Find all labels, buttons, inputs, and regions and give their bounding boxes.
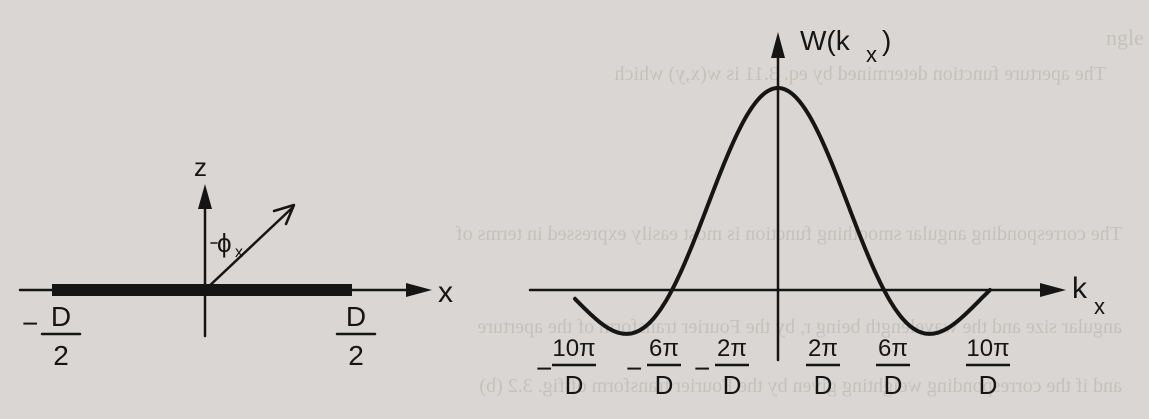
tick-sign: − xyxy=(536,353,552,384)
left-end-label: − D 2 xyxy=(22,301,82,371)
kx-tick-label: −10π D xyxy=(536,335,596,400)
w-axis-arrowhead xyxy=(771,32,785,58)
w-axis-label: W(k x ) xyxy=(800,25,891,67)
kx-tick-label: 2π D xyxy=(806,335,840,400)
sinc-curve xyxy=(573,86,992,336)
bleed-line: ngle xyxy=(1106,25,1144,50)
kx-axis-label: k xyxy=(1072,272,1088,305)
right-end-label: D 2 xyxy=(335,301,377,371)
tick-numerator: 2π xyxy=(808,335,838,362)
left-end-sign: − xyxy=(22,308,38,339)
bleed-line: The aperture function determined by eq. … xyxy=(615,63,1106,85)
w-axis-label-main: W(k xyxy=(800,25,851,56)
tick-numerator: 6π xyxy=(649,335,679,362)
kx-tick-label: −6π D xyxy=(626,335,681,400)
tick-sign: − xyxy=(626,353,642,384)
aperture-bar xyxy=(52,284,352,296)
w-axis-label-subscript: x xyxy=(866,42,877,67)
x-axis-arrowhead xyxy=(406,283,432,297)
angle-label: ϕ xyxy=(217,228,232,258)
kx-axis-arrowhead xyxy=(1040,283,1066,297)
kx-tick-label: 6π D xyxy=(876,335,910,400)
x-axis-label: x xyxy=(438,276,453,309)
ray-arrowhead xyxy=(272,203,296,226)
z-axis-label: z xyxy=(194,152,207,182)
z-axis-arrowhead xyxy=(198,184,212,209)
tick-denominator: D xyxy=(655,370,674,400)
w-axis-label-close: ) xyxy=(882,25,891,56)
kx-tick-label: −2π D xyxy=(694,335,749,400)
tick-denominator: D xyxy=(979,370,998,400)
bleed-line: The corresponding angular smoothing func… xyxy=(456,223,1122,245)
tick-numerator: 10π xyxy=(552,335,595,362)
tick-denominator: D xyxy=(565,370,584,400)
tick-numerator: 6π xyxy=(878,335,908,362)
tick-denominator: D xyxy=(723,370,742,400)
tick-denominator: D xyxy=(814,370,833,400)
bleed-through-text: ngle The aperture function determined by… xyxy=(456,25,1144,397)
tick-numerator: 10π xyxy=(966,335,1009,362)
tick-denominator: D xyxy=(884,370,903,400)
aperture-diagram: x z ϕ x − D 2 D 2 xyxy=(18,152,453,371)
kx-axis-subscript: x xyxy=(1094,294,1105,319)
kx-tick-label: 10π D xyxy=(966,335,1010,400)
right-end-denominator: 2 xyxy=(348,340,364,371)
bleed-line: and if the corresponding weighting given… xyxy=(479,375,1122,397)
tick-numerator: 2π xyxy=(717,335,747,362)
incoming-ray xyxy=(203,206,294,292)
right-end-numerator: D xyxy=(346,301,366,332)
left-end-numerator: D xyxy=(51,301,71,332)
tick-sign: − xyxy=(694,353,710,384)
angle-subscript: x xyxy=(235,244,243,261)
left-end-denominator: 2 xyxy=(53,340,69,371)
